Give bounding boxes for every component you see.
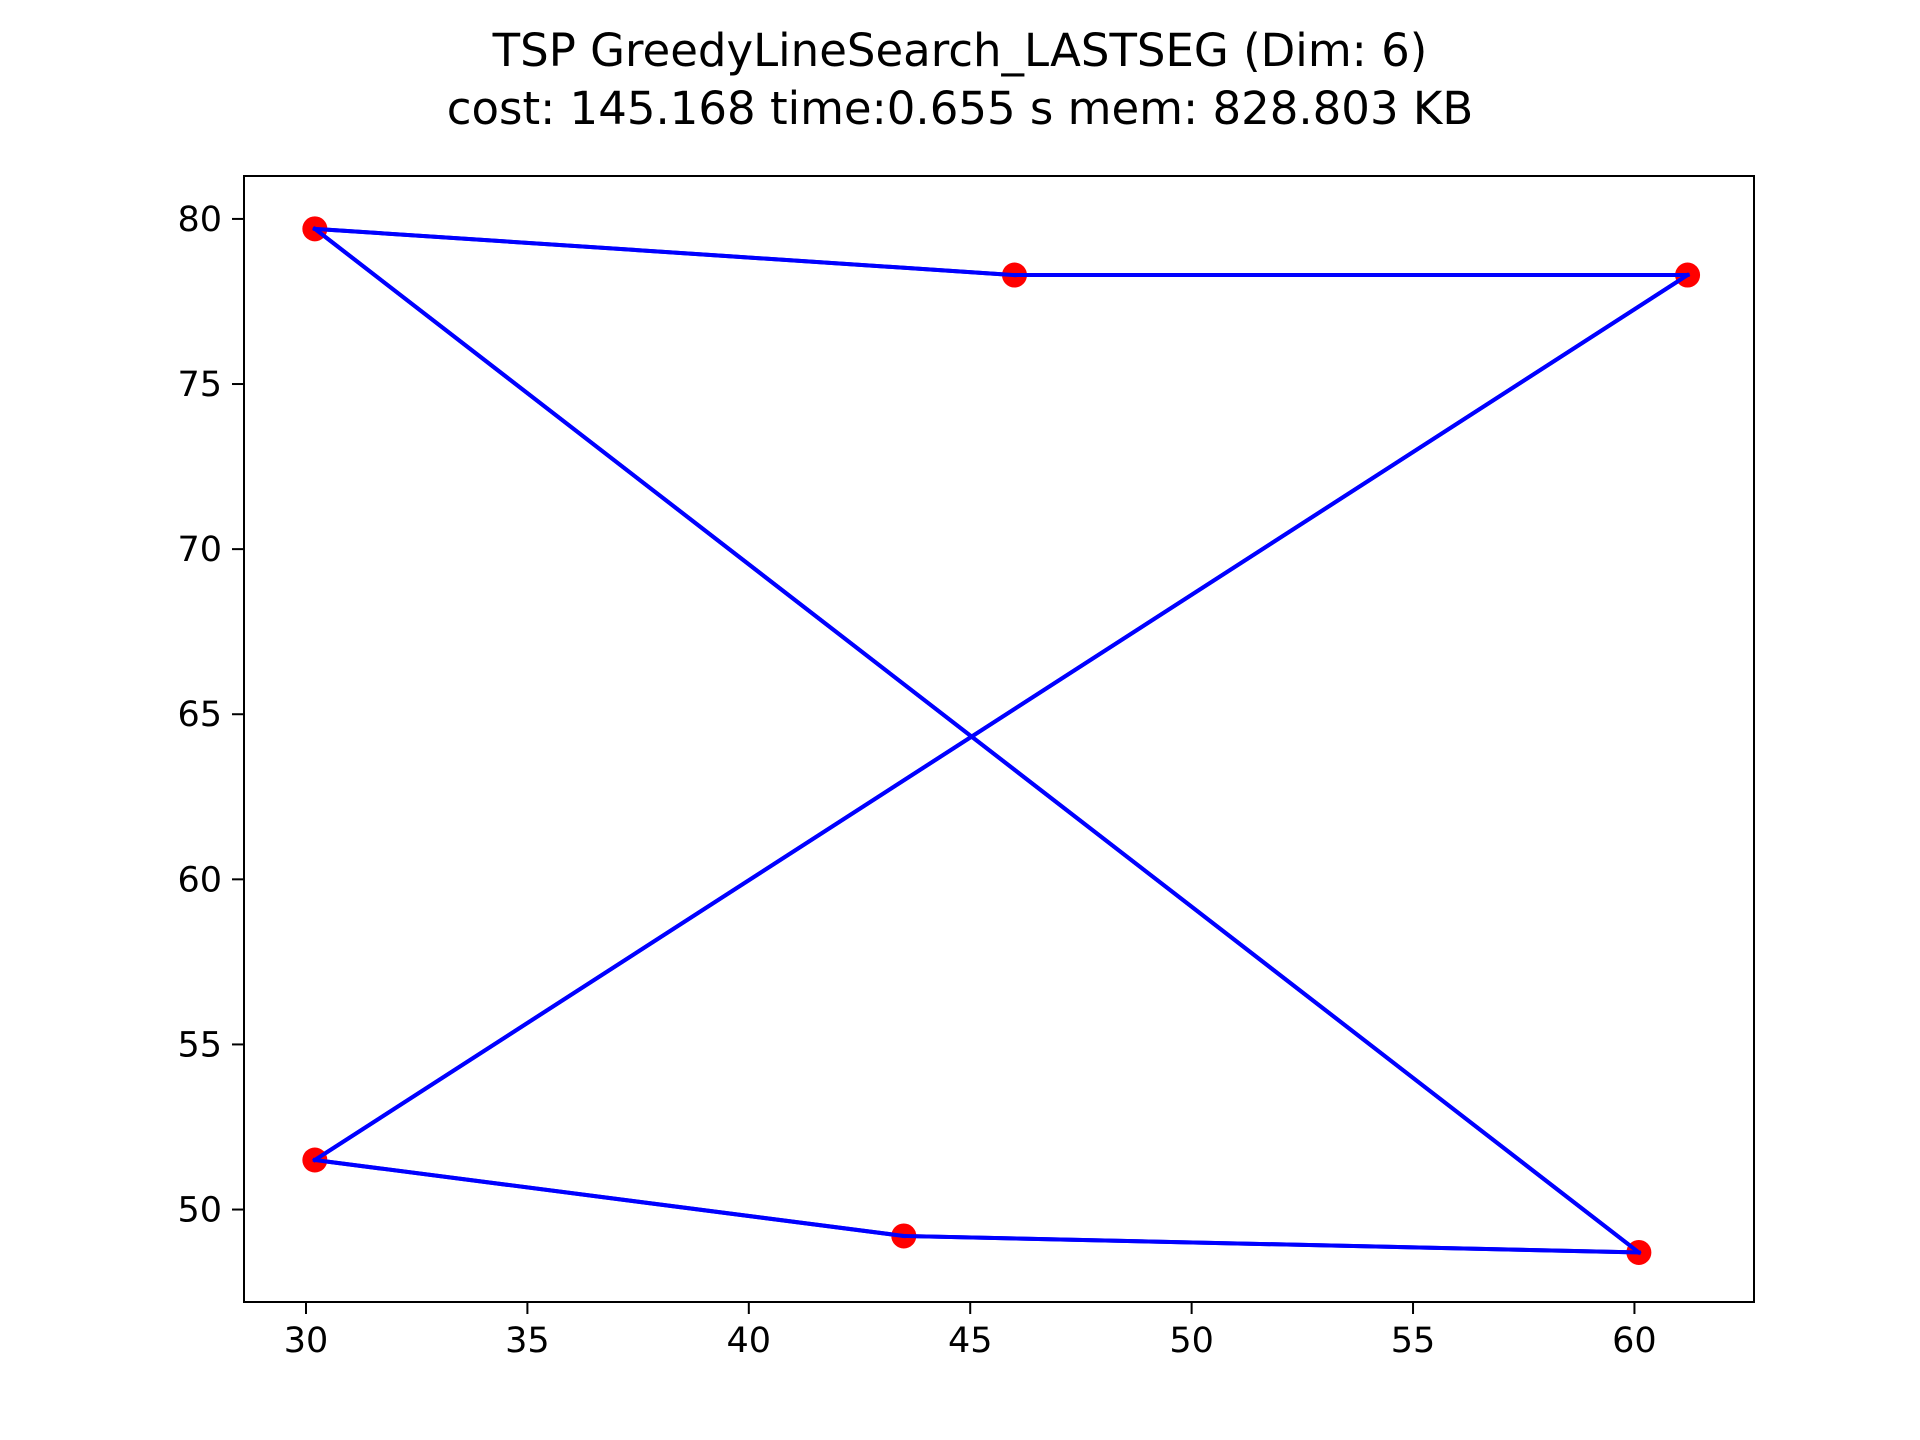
- tour-segment-overlay: [312, 1157, 907, 1239]
- x-tick-label: 50: [1169, 1321, 1214, 1361]
- x-tick-label: 40: [727, 1321, 772, 1361]
- tour-segment-overlay: [312, 226, 1642, 1256]
- x-tick-label: 30: [284, 1321, 329, 1361]
- plot-area: 30 35 40 45 50 55 60 50 55 60 65 70 75 80: [177, 175, 1755, 1361]
- chart-title: TSP GreedyLineSearch_LASTSEG (Dim: 6): [492, 24, 1428, 77]
- plot-frame: [243, 175, 1755, 1303]
- x-tick-label: 35: [505, 1321, 550, 1361]
- chart-subtitle: cost: 145.168 time:0.655 s mem: 828.803 …: [447, 82, 1474, 135]
- y-tick-label: 60: [177, 860, 222, 900]
- y-tick-label: 75: [177, 365, 222, 405]
- x-tick-label: 45: [948, 1321, 993, 1361]
- tour-segment-overlay: [312, 226, 1017, 278]
- y-tick-label: 50: [177, 1191, 222, 1231]
- y-tick-label: 65: [177, 695, 222, 735]
- tour-segment-overlay: [312, 272, 1691, 1163]
- x-tick-label: 60: [1612, 1321, 1657, 1361]
- x-tick-label: 55: [1391, 1321, 1436, 1361]
- tour-segment-overlay: [901, 1233, 1641, 1255]
- y-tick-label: 55: [177, 1025, 222, 1065]
- y-tick-label: 80: [177, 200, 222, 240]
- y-tick-label: 70: [177, 530, 222, 570]
